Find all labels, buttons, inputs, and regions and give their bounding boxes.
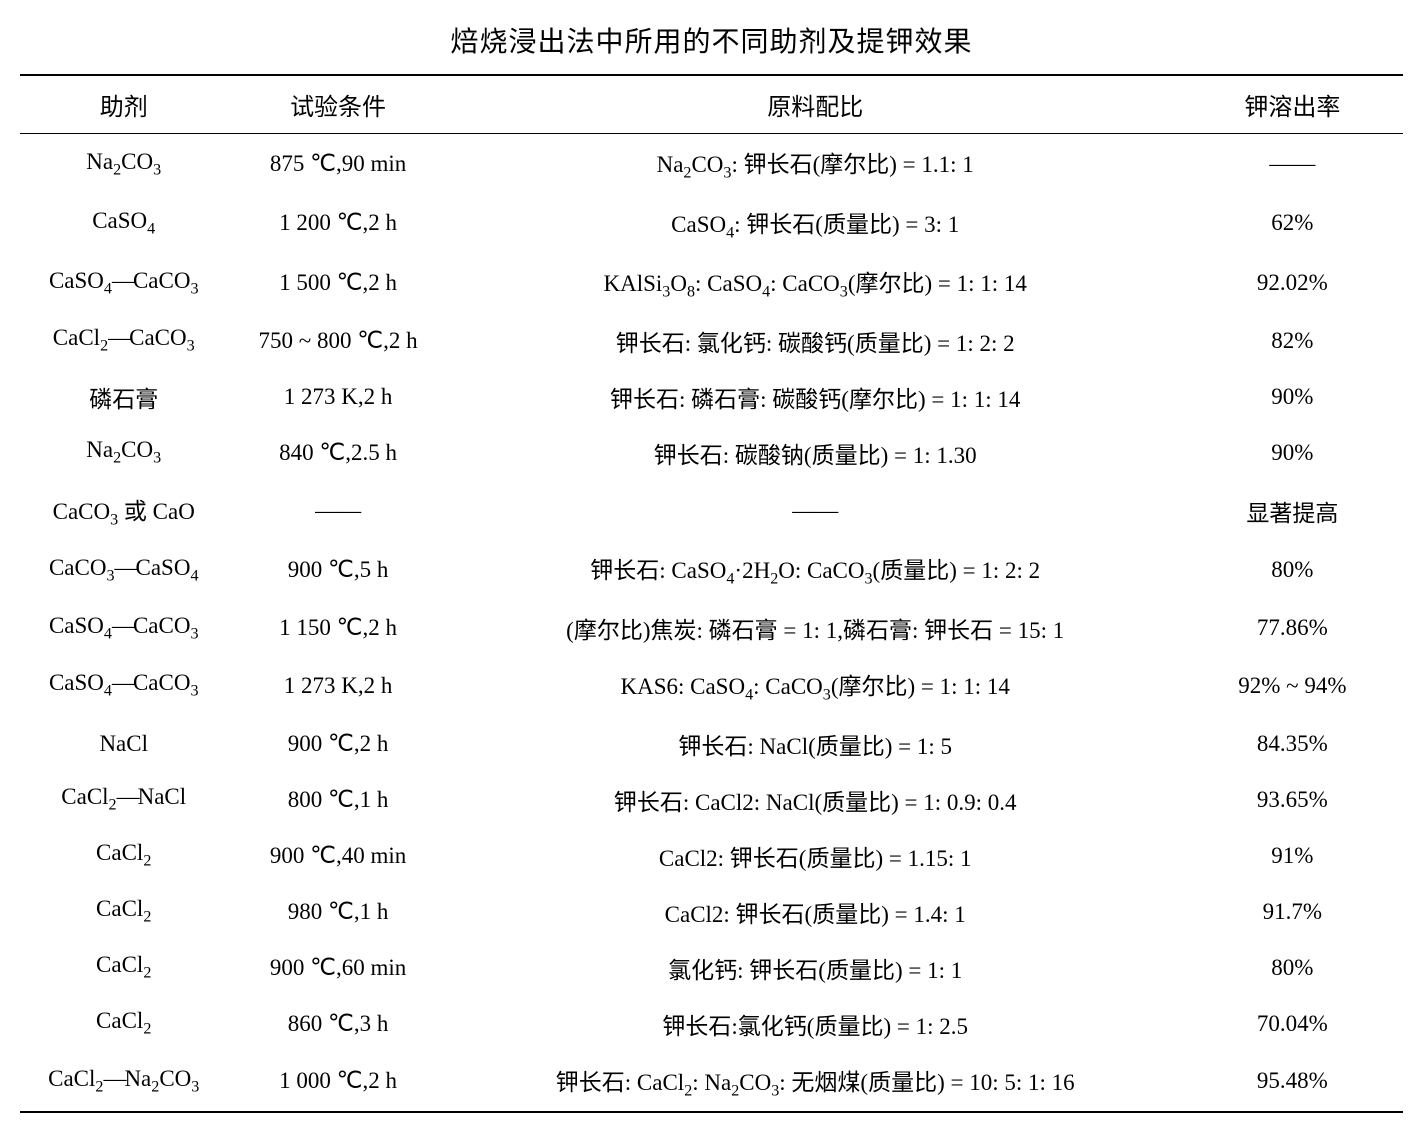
cell-condition: —— bbox=[227, 481, 448, 541]
cell-ratio: 氯化钙: 钾长石(质量比) = 1: 1 bbox=[449, 940, 1182, 996]
cell-agent: CaCl2 bbox=[20, 828, 227, 884]
cell-condition: 750 ~ 800 ℃,2 h bbox=[227, 313, 448, 369]
table-title: 焙烧浸出法中所用的不同助剂及提钾效果 bbox=[20, 20, 1403, 60]
cell-ratio: KAlSi3O8: CaSO4: CaCO3(摩尔比) = 1: 1: 14 bbox=[449, 253, 1182, 313]
col-header-ratio: 原料配比 bbox=[449, 75, 1182, 134]
cell-rate: 82% bbox=[1182, 313, 1403, 369]
cell-rate: 80% bbox=[1182, 540, 1403, 600]
cell-rate: 90% bbox=[1182, 369, 1403, 425]
cell-ratio: Na2CO3: 钾长石(摩尔比) = 1.1: 1 bbox=[449, 134, 1182, 194]
cell-rate: 91% bbox=[1182, 828, 1403, 884]
cell-rate: 显著提高 bbox=[1182, 481, 1403, 541]
cell-agent: Na2CO3 bbox=[20, 425, 227, 481]
cell-ratio: CaCl2: 钾长石(质量比) = 1.15: 1 bbox=[449, 828, 1182, 884]
cell-ratio: —— bbox=[449, 481, 1182, 541]
col-header-agent: 助剂 bbox=[20, 75, 227, 134]
cell-agent: CaCl2 bbox=[20, 996, 227, 1052]
table-row: CaCl2860 ℃,3 h钾长石:氯化钙(质量比) = 1: 2.570.04… bbox=[20, 996, 1403, 1052]
table-row: CaCl2—CaCO3750 ~ 800 ℃,2 h钾长石: 氯化钙: 碳酸钙(… bbox=[20, 313, 1403, 369]
cell-condition: 900 ℃,40 min bbox=[227, 828, 448, 884]
cell-agent: CaCl2—CaCO3 bbox=[20, 313, 227, 369]
cell-condition: 1 273 K,2 h bbox=[227, 656, 448, 716]
cell-condition: 800 ℃,1 h bbox=[227, 772, 448, 828]
cell-agent: CaCO3—CaSO4 bbox=[20, 540, 227, 600]
cell-ratio: 钾长石: CaSO4·2H2O: CaCO3(质量比) = 1: 2: 2 bbox=[449, 540, 1182, 600]
cell-condition: 1 500 ℃,2 h bbox=[227, 253, 448, 313]
data-table: 助剂 试验条件 原料配比 钾溶出率 Na2CO3875 ℃,90 minNa2C… bbox=[20, 74, 1403, 1113]
cell-rate: 93.65% bbox=[1182, 772, 1403, 828]
table-row: NaCl900 ℃,2 h钾长石: NaCl(质量比) = 1: 584.35% bbox=[20, 716, 1403, 772]
table-row: CaCl2900 ℃,40 minCaCl2: 钾长石(质量比) = 1.15:… bbox=[20, 828, 1403, 884]
cell-rate: 84.35% bbox=[1182, 716, 1403, 772]
col-header-rate: 钾溶出率 bbox=[1182, 75, 1403, 134]
cell-condition: 1 273 K,2 h bbox=[227, 369, 448, 425]
cell-condition: 860 ℃,3 h bbox=[227, 996, 448, 1052]
cell-rate: 80% bbox=[1182, 940, 1403, 996]
cell-ratio: 钾长石:氯化钙(质量比) = 1: 2.5 bbox=[449, 996, 1182, 1052]
cell-rate: —— bbox=[1182, 134, 1403, 194]
cell-rate: 70.04% bbox=[1182, 996, 1403, 1052]
cell-condition: 1 200 ℃,2 h bbox=[227, 194, 448, 254]
table-row: CaCl2—Na2CO31 000 ℃,2 h钾长石: CaCl2: Na2CO… bbox=[20, 1052, 1403, 1113]
table-body: Na2CO3875 ℃,90 minNa2CO3: 钾长石(摩尔比) = 1.1… bbox=[20, 134, 1403, 1113]
cell-agent: Na2CO3 bbox=[20, 134, 227, 194]
cell-ratio: 钾长石: 碳酸钠(质量比) = 1: 1.30 bbox=[449, 425, 1182, 481]
cell-agent: CaSO4 bbox=[20, 194, 227, 254]
table-row: CaCl2900 ℃,60 min氯化钙: 钾长石(质量比) = 1: 180% bbox=[20, 940, 1403, 996]
table-row: CaSO4—CaCO31 150 ℃,2 h(摩尔比)焦炭: 磷石膏 = 1: … bbox=[20, 600, 1403, 656]
cell-ratio: 钾长石: CaCl2: Na2CO3: 无烟煤(质量比) = 10: 5: 1:… bbox=[449, 1052, 1182, 1113]
cell-rate: 91.7% bbox=[1182, 884, 1403, 940]
table-row: CaCO3—CaSO4900 ℃,5 h钾长石: CaSO4·2H2O: CaC… bbox=[20, 540, 1403, 600]
cell-ratio: 钾长石: 氯化钙: 碳酸钙(质量比) = 1: 2: 2 bbox=[449, 313, 1182, 369]
cell-condition: 900 ℃,60 min bbox=[227, 940, 448, 996]
cell-ratio: 钾长石: NaCl(质量比) = 1: 5 bbox=[449, 716, 1182, 772]
table-row: CaCO3 或 CaO————显著提高 bbox=[20, 481, 1403, 541]
cell-condition: 900 ℃,2 h bbox=[227, 716, 448, 772]
cell-ratio: 钾长石: 磷石膏: 碳酸钙(摩尔比) = 1: 1: 14 bbox=[449, 369, 1182, 425]
table-row: CaCl2980 ℃,1 hCaCl2: 钾长石(质量比) = 1.4: 191… bbox=[20, 884, 1403, 940]
cell-ratio: KAS6: CaSO4: CaCO3(摩尔比) = 1: 1: 14 bbox=[449, 656, 1182, 716]
table-row: CaSO4—CaCO31 273 K,2 hKAS6: CaSO4: CaCO3… bbox=[20, 656, 1403, 716]
table-header-row: 助剂 试验条件 原料配比 钾溶出率 bbox=[20, 75, 1403, 134]
cell-rate: 92.02% bbox=[1182, 253, 1403, 313]
table-row: Na2CO3840 ℃,2.5 h钾长石: 碳酸钠(质量比) = 1: 1.30… bbox=[20, 425, 1403, 481]
table-row: CaSO41 200 ℃,2 hCaSO4: 钾长石(质量比) = 3: 162… bbox=[20, 194, 1403, 254]
cell-rate: 90% bbox=[1182, 425, 1403, 481]
table-row: Na2CO3875 ℃,90 minNa2CO3: 钾长石(摩尔比) = 1.1… bbox=[20, 134, 1403, 194]
cell-agent: CaCl2 bbox=[20, 940, 227, 996]
col-header-condition: 试验条件 bbox=[227, 75, 448, 134]
cell-agent: CaCl2—NaCl bbox=[20, 772, 227, 828]
cell-ratio: CaCl2: 钾长石(质量比) = 1.4: 1 bbox=[449, 884, 1182, 940]
cell-agent: CaSO4—CaCO3 bbox=[20, 253, 227, 313]
table-row: CaSO4—CaCO31 500 ℃,2 hKAlSi3O8: CaSO4: C… bbox=[20, 253, 1403, 313]
cell-condition: 980 ℃,1 h bbox=[227, 884, 448, 940]
cell-agent: CaCl2—Na2CO3 bbox=[20, 1052, 227, 1113]
cell-condition: 900 ℃,5 h bbox=[227, 540, 448, 600]
cell-condition: 875 ℃,90 min bbox=[227, 134, 448, 194]
cell-agent: CaSO4—CaCO3 bbox=[20, 600, 227, 656]
cell-condition: 1 150 ℃,2 h bbox=[227, 600, 448, 656]
cell-agent: 磷石膏 bbox=[20, 369, 227, 425]
cell-agent: CaCl2 bbox=[20, 884, 227, 940]
cell-condition: 840 ℃,2.5 h bbox=[227, 425, 448, 481]
cell-ratio: CaSO4: 钾长石(质量比) = 3: 1 bbox=[449, 194, 1182, 254]
cell-rate: 77.86% bbox=[1182, 600, 1403, 656]
cell-ratio: 钾长石: CaCl2: NaCl(质量比) = 1: 0.9: 0.4 bbox=[449, 772, 1182, 828]
table-row: CaCl2—NaCl800 ℃,1 h钾长石: CaCl2: NaCl(质量比)… bbox=[20, 772, 1403, 828]
cell-rate: 62% bbox=[1182, 194, 1403, 254]
cell-rate: 95.48% bbox=[1182, 1052, 1403, 1113]
cell-condition: 1 000 ℃,2 h bbox=[227, 1052, 448, 1113]
cell-rate: 92% ~ 94% bbox=[1182, 656, 1403, 716]
cell-ratio: (摩尔比)焦炭: 磷石膏 = 1: 1,磷石膏: 钾长石 = 15: 1 bbox=[449, 600, 1182, 656]
cell-agent: NaCl bbox=[20, 716, 227, 772]
table-row: 磷石膏1 273 K,2 h钾长石: 磷石膏: 碳酸钙(摩尔比) = 1: 1:… bbox=[20, 369, 1403, 425]
cell-agent: CaSO4—CaCO3 bbox=[20, 656, 227, 716]
cell-agent: CaCO3 或 CaO bbox=[20, 481, 227, 541]
